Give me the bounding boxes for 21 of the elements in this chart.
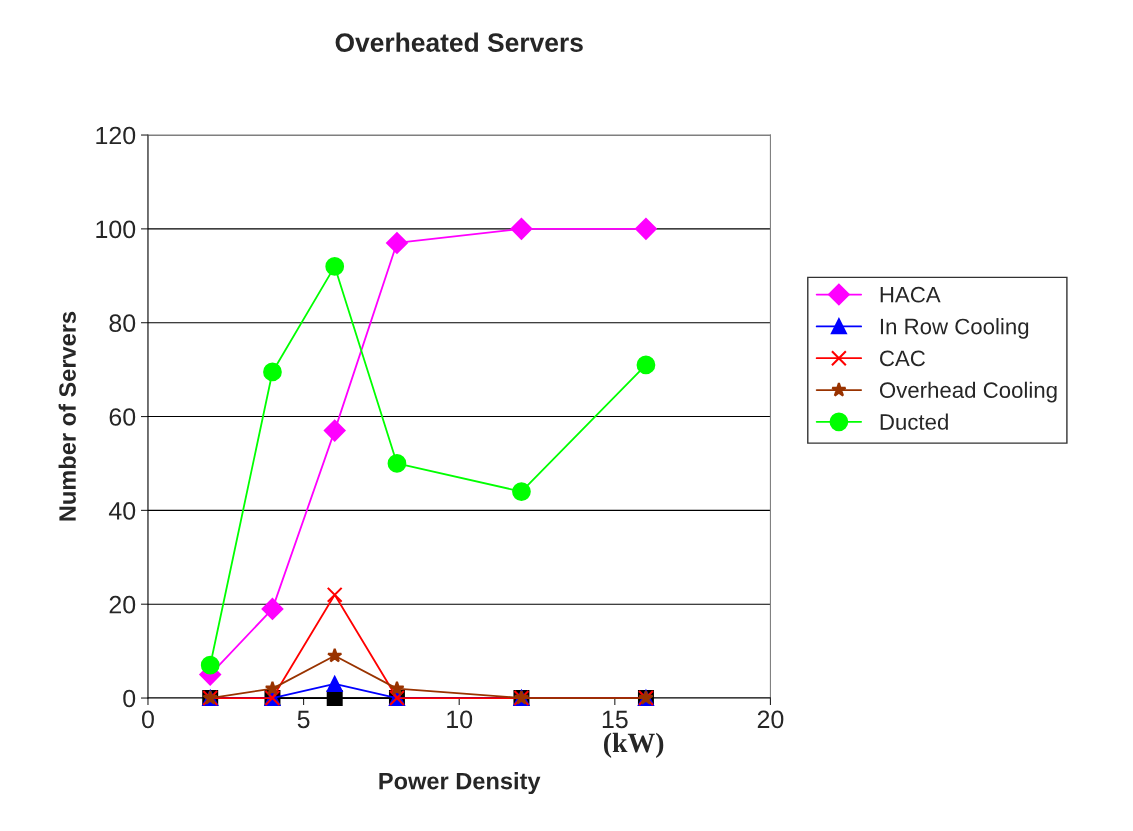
legend-label: Ducted	[880, 413, 948, 430]
x-tick-label: 20	[757, 710, 784, 729]
x-axis-title: Power Density	[379, 772, 541, 795]
x-tick-label: 15	[602, 710, 628, 729]
y-tick-label: 100	[96, 220, 136, 239]
legend-label: CAC	[880, 350, 925, 367]
x-tick-label: 5	[297, 710, 310, 729]
chart-title: Overheated Servers	[335, 32, 583, 52]
x-tick-label: 10	[447, 710, 473, 729]
legend-label: Overhead Cooling	[879, 381, 1057, 403]
y-tick-label: 120	[96, 126, 136, 145]
y-tick-label: 60	[109, 408, 136, 426]
y-tick-label: 0	[123, 689, 136, 708]
y-tick-label: 40	[108, 501, 136, 520]
legend-label: In Row Cooling	[880, 318, 1029, 339]
y-axis-title: Number of Servers	[58, 311, 76, 521]
text: (kW)	[603, 732, 664, 758]
y-tick-label: 20	[109, 595, 136, 614]
legend-label: HACA	[880, 286, 941, 303]
x-tick-label: 0	[142, 710, 154, 729]
y-tick-label: 80	[109, 314, 136, 333]
